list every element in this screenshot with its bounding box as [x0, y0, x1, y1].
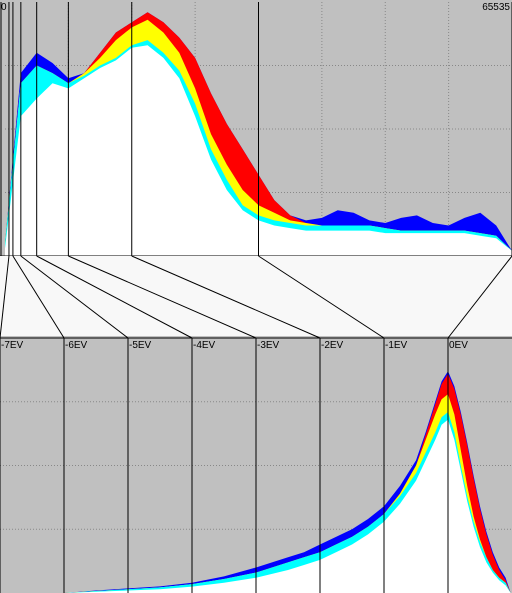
ev-connector-line: [0, 255, 10, 339]
linear-x-max-label: 65535: [482, 2, 510, 13]
ev-connector-line: [258, 255, 385, 339]
log-ev-labels: -7EV -6EV -5EV -4EV -3EV -2EV -1EV 0EV: [1, 340, 468, 351]
log-ev-label: -7EV: [1, 340, 24, 351]
ev-connector-line: [20, 255, 129, 339]
linear-histogram-panel: 0 65535: [0, 2, 512, 257]
ev-connector-line: [12, 255, 65, 339]
log-ev-label: -3EV: [257, 340, 280, 351]
log-series-white: [0, 419, 511, 593]
log-ev-lines: [0, 337, 512, 593]
ev-connector-line: [36, 255, 193, 339]
ev-connector-line: [131, 255, 321, 339]
log-histogram-series: [0, 371, 511, 593]
ev-connector-line: [447, 255, 512, 339]
connector-band-background: [0, 256, 512, 336]
log-ev-label: 0EV: [449, 340, 468, 351]
ev-connector-line: [68, 255, 257, 339]
ev-connector-band: [0, 255, 512, 339]
log-histogram-panel: -7EV -6EV -5EV -4EV -3EV -2EV -1EV 0EV: [0, 337, 512, 593]
log-ev-label: -1EV: [385, 340, 408, 351]
log-ev-label: -6EV: [65, 340, 88, 351]
log-ev-label: -2EV: [321, 340, 344, 351]
log-ev-label: -5EV: [129, 340, 152, 351]
ev-connector-lines: [0, 255, 512, 339]
linear-x-min-label: 0: [1, 2, 7, 13]
log-ev-label: -4EV: [193, 340, 216, 351]
